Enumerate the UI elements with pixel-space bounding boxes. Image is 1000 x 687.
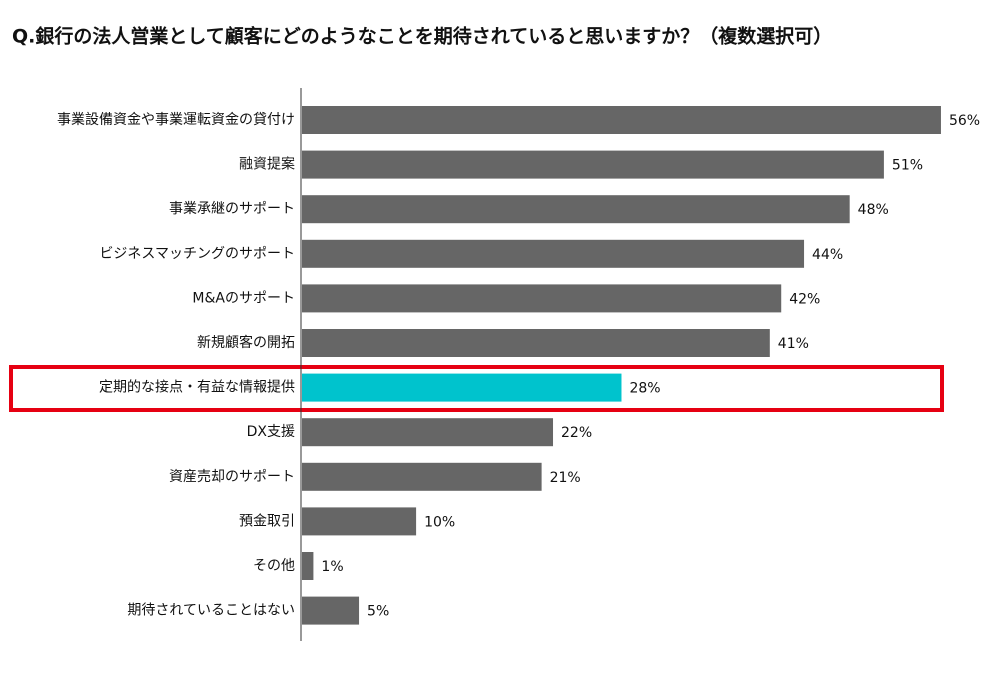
bar: [302, 150, 884, 179]
category-label: 融資提案: [239, 156, 295, 173]
bar: [302, 106, 941, 134]
category-label: 新規顧客の開拓: [197, 334, 295, 351]
value-label: 56%: [949, 113, 980, 129]
highlight-box: [9, 365, 944, 412]
bar: [302, 418, 554, 447]
value-label: 44%: [812, 247, 843, 263]
value-label: 10%: [424, 514, 455, 530]
category-label: 資産売却のサポート: [169, 469, 295, 485]
bar: [302, 284, 782, 313]
bar: [302, 373, 622, 402]
bar: [302, 552, 314, 580]
category-label: ビジネスマッチングのサポート: [99, 246, 295, 262]
value-label: 48%: [858, 202, 889, 218]
value-label: 22%: [561, 425, 592, 441]
value-label: 41%: [778, 336, 809, 352]
bar: [302, 462, 542, 491]
value-label: 5%: [367, 604, 389, 620]
category-label: 期待されていることはない: [127, 603, 295, 619]
value-label: 42%: [789, 291, 820, 307]
category-label: DX支援: [247, 424, 295, 440]
bar: [302, 195, 850, 224]
bar: [302, 507, 417, 536]
category-label: M&Aのサポート: [192, 290, 295, 306]
value-label: 28%: [629, 381, 660, 397]
bar: [302, 596, 360, 625]
chart-title: Q.銀行の法人営業として顧客にどのようなことを期待されていると思いますか？（複数…: [12, 25, 832, 48]
bar: [302, 329, 770, 357]
category-label: 事業承継のサポート: [169, 201, 295, 217]
category-label: その他: [253, 558, 295, 574]
category-label: 預金取引: [239, 513, 295, 529]
category-label: 事業設備資金や事業運転資金の貸付け: [57, 112, 295, 128]
bar: [302, 239, 805, 268]
value-label: 51%: [892, 158, 923, 174]
category-label: 定期的な接点・有益な情報提供: [99, 379, 295, 396]
value-label: 1%: [321, 559, 343, 575]
value-label: 21%: [550, 470, 581, 486]
